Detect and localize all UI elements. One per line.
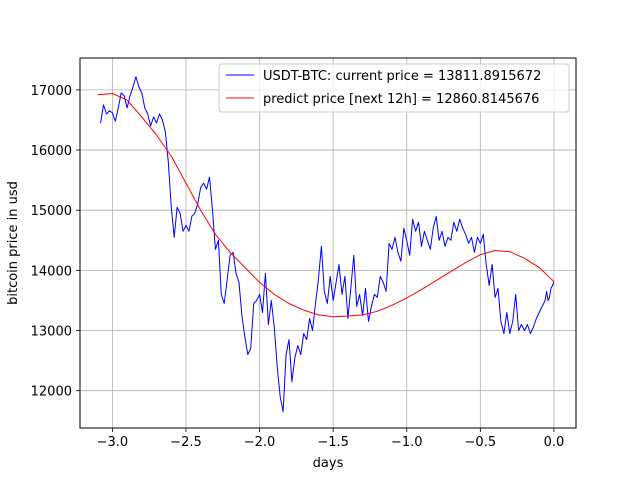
x-tick-label: −2.0	[244, 435, 276, 450]
series-line-predict	[97, 93, 555, 318]
x-tick-label: −3.0	[97, 435, 129, 450]
x-tick-label: −1.0	[391, 435, 423, 450]
plot-frame	[79, 57, 577, 429]
legend: USDT-BTC: current price = 13811.8915672 …	[218, 63, 570, 113]
series-layer	[97, 76, 555, 413]
y-tick-label: 15000	[31, 204, 72, 219]
grid-lines	[80, 58, 576, 428]
y-tick-label: 13000	[31, 325, 72, 340]
x-tick-label: −0.5	[465, 435, 497, 450]
x-tick-label: −2.5	[170, 435, 202, 450]
x-tick-label: −1.5	[317, 435, 349, 450]
y-tick-label: 16000	[31, 144, 72, 159]
x-tick-label: 0.0	[544, 435, 565, 450]
x-axis-label: days	[313, 456, 344, 471]
y-tick-label: 12000	[31, 385, 72, 400]
legend-label-predict: predict price [next 12h] = 12860.8145676	[263, 92, 539, 107]
y-tick-label: 14000	[31, 264, 72, 279]
y-axis-label: bitcoin price in usd	[6, 181, 21, 305]
legend-label-usdt-btc: USDT-BTC: current price = 13811.8915672	[263, 69, 541, 84]
series-line-usdt-btc	[100, 76, 555, 413]
y-tick-label: 17000	[31, 84, 72, 99]
axis-ticks: −3.0 −2.5 −2.0 −1.5 −1.0 −0.5 0.0 12000 13000 140…	[31, 84, 565, 450]
legend-box	[218, 63, 570, 113]
